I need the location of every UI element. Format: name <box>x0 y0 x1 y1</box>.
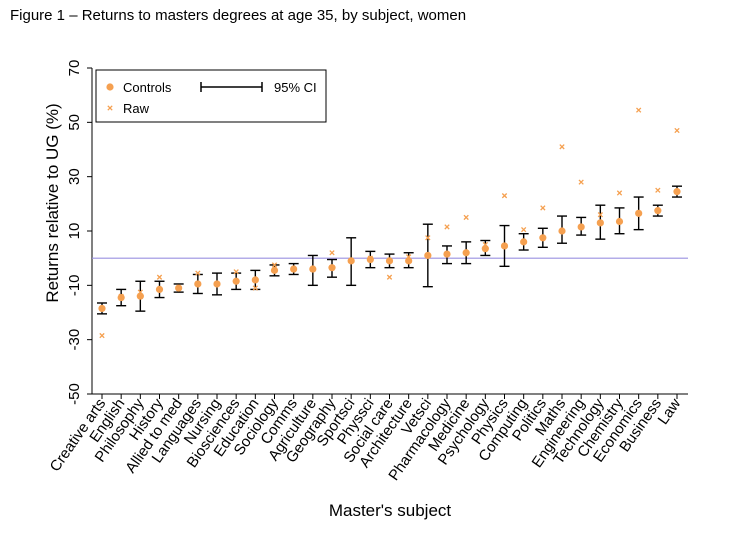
raw-marker <box>674 127 680 134</box>
legend: Controls Raw 95% CI <box>95 69 327 123</box>
y-ticks: -50 -30 -10 10 30 50 70 <box>66 60 92 405</box>
control-marker <box>309 265 317 273</box>
control-marker <box>194 280 202 288</box>
y-tick-label: -10 <box>66 274 83 296</box>
raw-marker <box>195 270 201 276</box>
control-marker <box>424 251 432 260</box>
raw-marker <box>329 250 335 256</box>
control-marker <box>481 245 489 253</box>
raw-marker <box>540 205 546 211</box>
control-marker <box>673 188 681 196</box>
figure-title: Figure 1 – Returns to masters degrees at… <box>10 7 467 24</box>
raw-marker <box>597 212 603 218</box>
control-marker <box>366 255 374 264</box>
legend-box <box>95 69 327 123</box>
raw-marker <box>655 187 661 193</box>
legend-ci-label: 95% CI <box>274 80 317 95</box>
control-marker <box>270 266 279 274</box>
raw-marker <box>616 190 623 196</box>
raw-marker <box>463 214 469 221</box>
legend-raw-marker <box>107 105 113 111</box>
y-tick-label: -50 <box>66 383 83 405</box>
control-marker <box>328 264 336 272</box>
raw-marker <box>444 224 450 230</box>
control-marker <box>443 250 451 258</box>
raw-marker <box>501 193 508 199</box>
raw-marker <box>99 332 105 339</box>
control-marker <box>136 292 144 300</box>
y-tick-label: 10 <box>66 223 83 240</box>
control-marker <box>500 242 509 250</box>
raw-marker <box>425 235 431 241</box>
raw-marker <box>233 269 239 275</box>
raw-marker <box>271 262 278 268</box>
control-marker <box>251 276 259 284</box>
legend-controls-marker <box>106 83 114 91</box>
control-marker <box>385 257 394 265</box>
raw-marker <box>156 274 163 280</box>
control-marker <box>155 285 164 294</box>
control-marker <box>558 227 566 235</box>
raw-markers <box>99 107 680 339</box>
y-tick-label: -30 <box>66 329 83 351</box>
control-marker <box>654 207 662 215</box>
control-marker <box>596 219 604 227</box>
raw-marker <box>578 179 584 185</box>
ci-bars <box>97 185 682 315</box>
x-axis-label: Master's subject <box>329 501 452 520</box>
x-tick-labels: Creative artsEnglishPhilosophyHistoryAll… <box>47 394 685 484</box>
control-marker <box>405 257 413 265</box>
control-marker <box>117 293 125 302</box>
control-marker <box>635 209 643 217</box>
y-tick-label: 50 <box>66 114 83 131</box>
control-marker <box>615 217 624 226</box>
control-marker <box>462 249 470 257</box>
raw-marker <box>636 107 642 113</box>
control-marker <box>347 257 355 265</box>
y-axis-label: Returns relative to UG (%) <box>43 103 62 302</box>
control-marker <box>213 280 221 288</box>
control-marker <box>175 284 183 292</box>
control-marker <box>539 234 547 242</box>
control-marker <box>577 223 585 231</box>
y-tick-label: 30 <box>66 168 83 185</box>
raw-marker <box>252 285 258 291</box>
legend-controls-label: Controls <box>123 80 172 95</box>
y-tick-label: 70 <box>66 60 83 77</box>
raw-marker <box>559 144 565 150</box>
control-marker <box>232 277 240 285</box>
legend-raw-label: Raw <box>123 101 150 116</box>
control-marker <box>290 265 298 273</box>
raw-marker <box>386 274 393 280</box>
control-marker <box>98 304 106 313</box>
control-markers <box>98 188 681 313</box>
control-marker <box>520 238 528 246</box>
x-tick-label: Law <box>655 395 685 427</box>
legend-ci-marker <box>200 82 263 92</box>
raw-marker <box>521 226 527 233</box>
